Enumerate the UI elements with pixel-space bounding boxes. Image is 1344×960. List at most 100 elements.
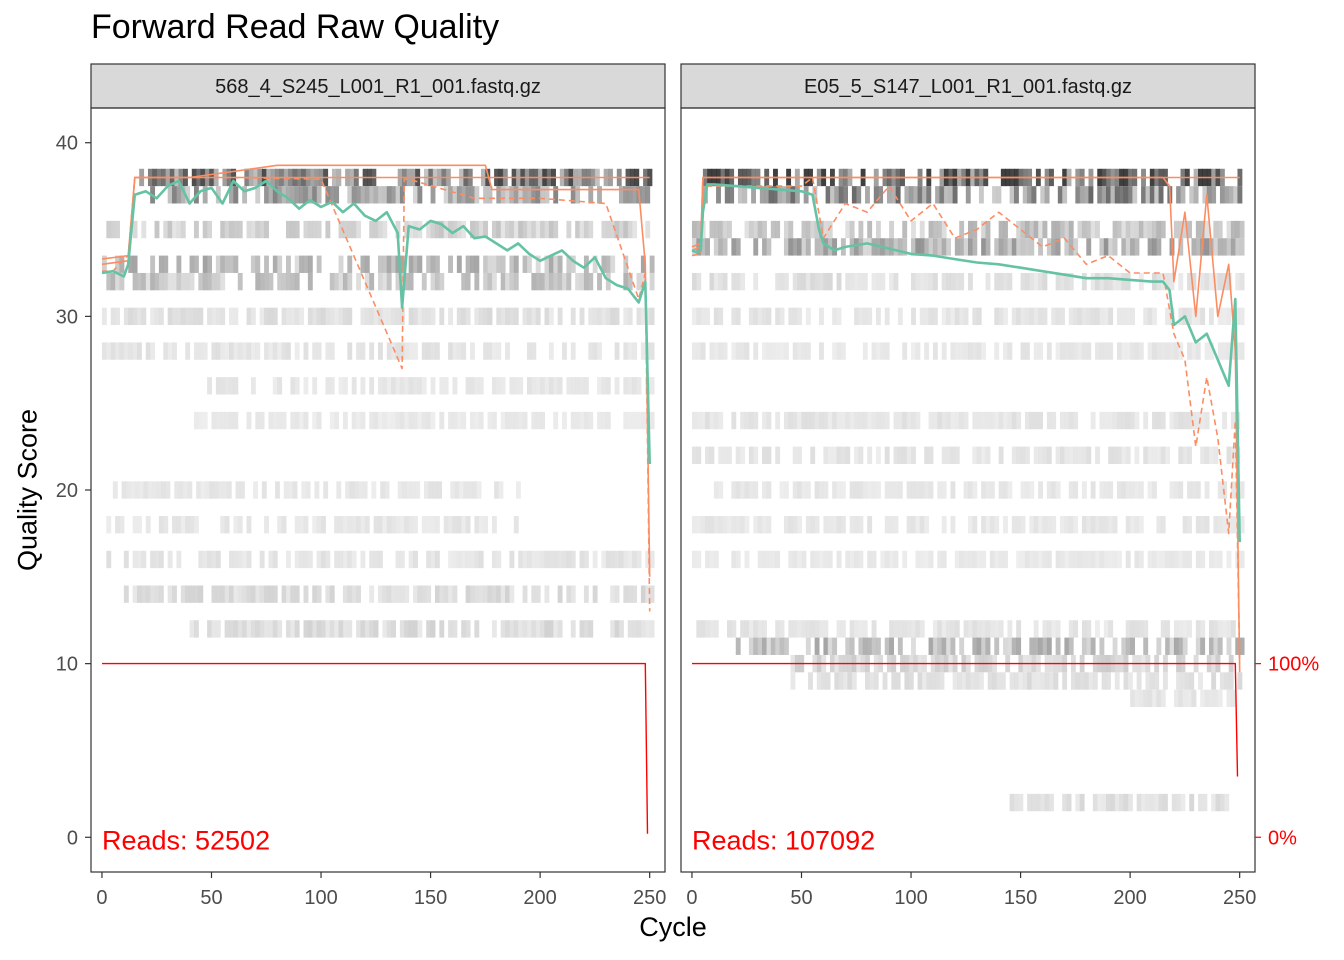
- heatmap-cell: [395, 220, 401, 239]
- heatmap-cell: [237, 550, 243, 569]
- x-axis-label: Cycle: [639, 912, 707, 942]
- heatmap-cell: [989, 481, 995, 499]
- heatmap-cell: [762, 220, 767, 239]
- heatmap-cell: [1024, 481, 1030, 499]
- heatmap-cell: [1178, 689, 1184, 708]
- heatmap-cell: [1125, 411, 1131, 430]
- heatmap-cell: [430, 186, 436, 204]
- heatmap-cell: [906, 411, 912, 430]
- heatmap-cell: [325, 620, 331, 638]
- heatmap-cell: [753, 620, 759, 638]
- heatmap-cell: [172, 516, 177, 534]
- heatmap-cell: [553, 377, 559, 395]
- heatmap-cell: [797, 238, 802, 256]
- heatmap-cell: [215, 411, 221, 430]
- heatmap-cell: [1016, 411, 1022, 430]
- heatmap-cell: [950, 620, 956, 638]
- heatmap-cell: [875, 481, 881, 499]
- heatmap-cell: [834, 672, 840, 690]
- heatmap-cell: [430, 411, 436, 430]
- heatmap-cell: [290, 186, 296, 204]
- heatmap-cell: [487, 411, 493, 430]
- heatmap-cell: [307, 307, 313, 326]
- heatmap-cell: [207, 272, 212, 291]
- heatmap-cell: [509, 585, 515, 603]
- heatmap-cell: [1134, 446, 1140, 464]
- heatmap-cell: [797, 272, 802, 291]
- heatmap-cell: [1116, 481, 1122, 499]
- heatmap-cell: [1097, 186, 1103, 204]
- heatmap-cell: [347, 550, 353, 569]
- heatmap-cell: [452, 411, 458, 430]
- mean-line-2: [691, 183, 1241, 543]
- heatmap-cell: [775, 411, 781, 430]
- heatmap-cell: [1009, 793, 1015, 812]
- reads-annotation-2: Reads: 107092: [692, 825, 875, 855]
- heatmap-cell: [994, 516, 1000, 534]
- heatmap-cell: [312, 342, 318, 360]
- heatmap-cell: [1035, 793, 1041, 812]
- heatmap-cell: [878, 186, 884, 204]
- heatmap-cell: [812, 186, 818, 204]
- heatmap-cell: [211, 411, 217, 430]
- heatmap-cell: [557, 377, 563, 395]
- heatmap-cell: [1110, 186, 1116, 204]
- heatmap-cell: [424, 481, 429, 499]
- heatmap-cell: [700, 516, 706, 534]
- heatmap-cell: [1189, 672, 1195, 690]
- heatmap-cell: [768, 186, 774, 204]
- heatmap-cell: [329, 272, 335, 291]
- heatmap-cell: [373, 516, 379, 534]
- heatmap-cell: [930, 672, 936, 690]
- heatmap-cell: [1114, 793, 1120, 812]
- heatmap-cell: [351, 377, 357, 395]
- heatmap-cell: [470, 550, 475, 569]
- heatmap-cell: [172, 186, 177, 204]
- heatmap-cell: [1033, 516, 1039, 534]
- heatmap-cell: [167, 550, 173, 569]
- heatmap-cell: [143, 481, 149, 499]
- heatmap-cell: [172, 220, 177, 239]
- heatmap-cell: [1217, 238, 1223, 256]
- heatmap-cell: [259, 220, 265, 239]
- heatmap-cell: [391, 307, 397, 326]
- heatmap-cell: [1088, 672, 1094, 690]
- heatmap-cell: [465, 377, 471, 395]
- heatmap-cell: [788, 307, 794, 326]
- heatmap-cell: [1090, 516, 1096, 534]
- heatmap-cell: [854, 516, 859, 534]
- heatmap-cell: [792, 516, 798, 534]
- heatmap-cell: [1099, 550, 1105, 569]
- heatmap-cell: [985, 516, 991, 534]
- heatmap-cell: [735, 637, 741, 655]
- heatmap-cell: [805, 620, 811, 638]
- heatmap-cell: [893, 411, 899, 430]
- heatmap-cell: [294, 272, 300, 291]
- heatmap-cell: [531, 186, 537, 204]
- heatmap-cell: [1125, 620, 1131, 638]
- heatmap-cell: [294, 255, 300, 273]
- heatmap-cell: [579, 620, 585, 638]
- heatmap-cell: [516, 481, 521, 499]
- heatmap-cell: [928, 411, 934, 430]
- heatmap-cell: [832, 446, 838, 464]
- heatmap-cell: [840, 481, 846, 499]
- heatmap-cell: [823, 220, 829, 239]
- heatmap-cell: [334, 272, 340, 291]
- heatmap-cell: [163, 272, 169, 291]
- heatmap-cell: [430, 377, 436, 395]
- heatmap-cell: [1160, 516, 1166, 534]
- heatmap-cell: [513, 411, 519, 430]
- heatmap-cell: [137, 342, 142, 360]
- heatmap-cell: [1187, 446, 1192, 464]
- heatmap-cell: [272, 377, 278, 395]
- heatmap-cell: [959, 272, 965, 291]
- heatmap-cell: [487, 272, 493, 291]
- heatmap-cell: [989, 550, 995, 569]
- heatmap-cell: [548, 620, 554, 638]
- heatmap-cell: [1016, 238, 1022, 256]
- heatmap-cell: [963, 342, 969, 360]
- heatmap-cell: [268, 272, 274, 291]
- heatmap-cell: [618, 550, 624, 569]
- heatmap-cell: [496, 342, 502, 360]
